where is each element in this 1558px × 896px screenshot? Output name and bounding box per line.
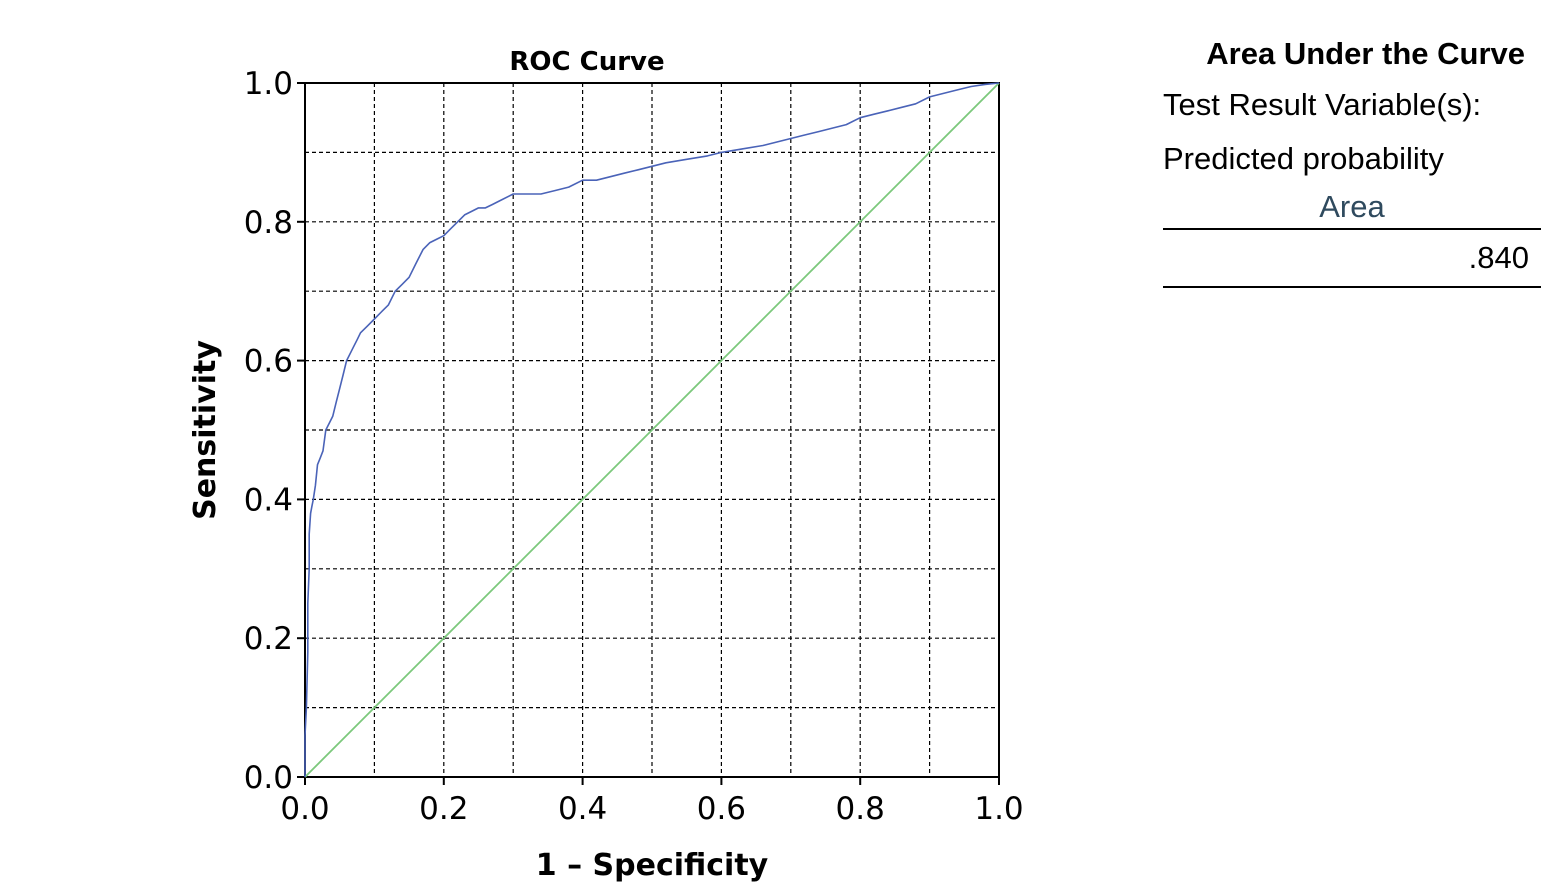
x-axis-title: 1 – Specificity bbox=[536, 848, 769, 883]
series-group bbox=[304, 82, 1000, 778]
reference-diagonal-line bbox=[304, 82, 1000, 778]
x-tick-label: 0.8 bbox=[836, 791, 885, 827]
plot-frame bbox=[304, 82, 1000, 778]
chart-title: ROC Curve bbox=[509, 47, 664, 77]
y-tick-label: 0.0 bbox=[244, 760, 293, 796]
x-tick-label: 0.0 bbox=[280, 791, 329, 827]
axis-ticks: 0.0 0.2 0.4 0.6 0.8 1.0 0.0 0.2 0.4 0.6 0.8 1.0 bbox=[244, 66, 1024, 827]
x-tick-label: 0.2 bbox=[419, 791, 468, 827]
y-tick-label: 0.4 bbox=[244, 482, 293, 518]
y-axis-title: Sensitivity bbox=[188, 340, 223, 520]
grid bbox=[305, 83, 999, 777]
y-tick-label: 0.8 bbox=[244, 205, 293, 241]
x-tick-label: 1.0 bbox=[974, 791, 1023, 827]
roc-curve-line bbox=[304, 82, 1000, 777]
y-tick-label: 0.2 bbox=[244, 621, 293, 657]
auc-test-variable-label: Test Result Variable(s): bbox=[1163, 87, 1482, 122]
auc-table-title: Area Under the Curve bbox=[1206, 36, 1525, 71]
auc-value: .840 bbox=[1163, 230, 1541, 288]
roc-chart: ROC Curve 0.0 0.2 0.4 0.6 0.8 1.0 0.0 0.2 0.4 0.6… bbox=[188, 47, 1024, 883]
auc-column-header: Area bbox=[1163, 186, 1541, 230]
y-tick-label: 1.0 bbox=[244, 66, 293, 102]
auc-test-variable-name: Predicted probability bbox=[1163, 141, 1444, 176]
x-tick-label: 0.4 bbox=[558, 791, 607, 827]
auc-table: Area Under the Curve Test Result Variabl… bbox=[1163, 30, 1541, 288]
x-tick-label: 0.6 bbox=[697, 791, 746, 827]
y-tick-label: 0.6 bbox=[244, 344, 293, 380]
